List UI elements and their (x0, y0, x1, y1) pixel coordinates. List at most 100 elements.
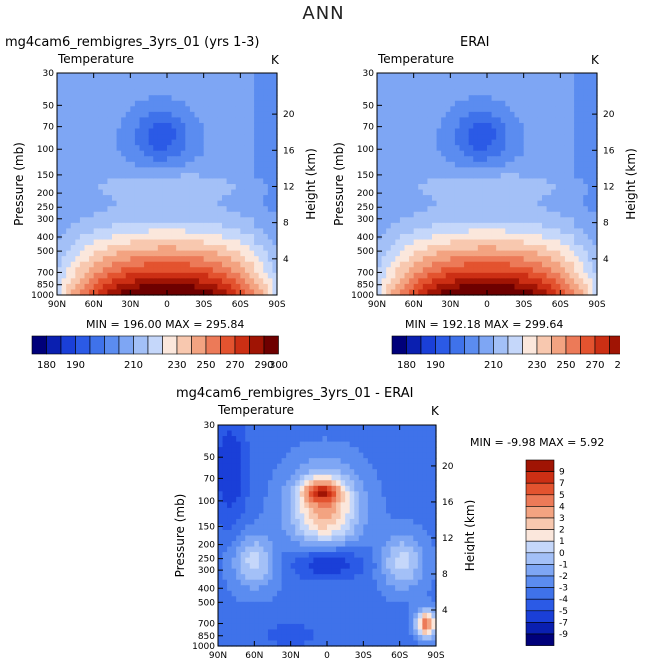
field-cell (418, 150, 424, 157)
field-cell (564, 78, 571, 85)
field-cell (422, 222, 429, 229)
field-cell (112, 245, 118, 252)
field-cell (519, 89, 525, 96)
field-cell (267, 272, 274, 279)
field-cell (313, 463, 319, 470)
field-cell (551, 272, 557, 279)
field-cell (587, 233, 594, 241)
field-cell (295, 535, 301, 542)
field-cell (263, 178, 269, 185)
field-cell (390, 222, 396, 229)
field-cell (70, 200, 76, 207)
field-cell (272, 557, 278, 564)
field-cell (574, 222, 580, 229)
field-cell (116, 128, 122, 135)
field-cell (477, 267, 484, 274)
field-cell (399, 239, 406, 246)
field-cell (263, 261, 269, 268)
field-cell (519, 184, 525, 191)
field-cell (226, 211, 232, 218)
field-cell (254, 568, 260, 575)
field-cell (450, 239, 456, 246)
field-cell (322, 469, 328, 476)
field-cell (587, 245, 594, 252)
field-cell (409, 267, 415, 274)
field-cell (121, 84, 127, 91)
field-cell (413, 178, 419, 185)
field-cell (112, 167, 118, 174)
field-cell (290, 524, 296, 531)
field-cell (322, 425, 328, 432)
field-cell (240, 557, 246, 564)
field-cell (592, 272, 598, 279)
field-cell (578, 84, 584, 91)
field-cell (413, 195, 419, 202)
field-cell (249, 629, 255, 636)
field-cell (560, 78, 566, 85)
field-cell (144, 172, 150, 180)
field-cell (75, 272, 81, 279)
field-cell (130, 89, 136, 96)
field-cell (222, 612, 228, 619)
field-cell (422, 111, 429, 118)
field-cell (381, 272, 387, 279)
field-cell (208, 289, 214, 296)
field-cell (212, 239, 219, 246)
field-cell (304, 491, 310, 498)
field-cell (299, 541, 305, 548)
field-cell (236, 629, 242, 636)
field-cell (244, 89, 251, 96)
field-cell (227, 612, 233, 619)
field-cell (537, 145, 543, 152)
field-cell (93, 161, 99, 168)
field-cell (66, 211, 72, 218)
field-cell (212, 256, 219, 263)
field-cell (93, 73, 99, 80)
field-cell (432, 272, 438, 279)
field-cell (459, 261, 465, 268)
field-cell (491, 217, 497, 224)
field-cell (167, 200, 173, 207)
field-cell (244, 161, 251, 168)
field-cell (227, 640, 233, 647)
field-cell (583, 161, 589, 168)
field-cell (171, 95, 177, 102)
field-cell (148, 78, 154, 85)
field-cell (116, 272, 122, 279)
field-cell (157, 178, 164, 185)
field-cell (254, 485, 260, 492)
field-cell (464, 145, 470, 152)
field-cell (277, 596, 283, 603)
field-cell (89, 250, 95, 257)
field-cell (236, 430, 242, 437)
field-cell (134, 233, 141, 241)
field-cell (496, 134, 502, 141)
field-cell (436, 145, 442, 152)
field-cell (317, 463, 324, 470)
field-cell (386, 239, 392, 246)
field-cell (299, 425, 305, 432)
field-cell (249, 222, 255, 229)
field-cell (139, 272, 145, 279)
field-cell (203, 111, 209, 118)
diff-chart: 90N 60N 30N 0 30S 60S 90S305070100150200250300… (173, 421, 475, 661)
field-cell (560, 134, 566, 141)
field-cell (125, 150, 131, 157)
field-cell (436, 172, 442, 180)
field-cell (194, 189, 200, 196)
field-cell (84, 289, 90, 296)
field-cell (240, 541, 246, 548)
field-cell (240, 480, 246, 487)
field-cell (258, 150, 264, 157)
field-cell (203, 84, 209, 91)
field-cell (75, 167, 81, 174)
field-cell (327, 430, 333, 437)
field-cell (176, 206, 182, 213)
field-cell (514, 228, 520, 235)
field-cell (176, 289, 182, 296)
field-cell (189, 289, 196, 296)
field-cell (98, 111, 104, 118)
field-cell (313, 458, 319, 465)
field-cell (523, 245, 529, 252)
field-cell (153, 73, 159, 80)
